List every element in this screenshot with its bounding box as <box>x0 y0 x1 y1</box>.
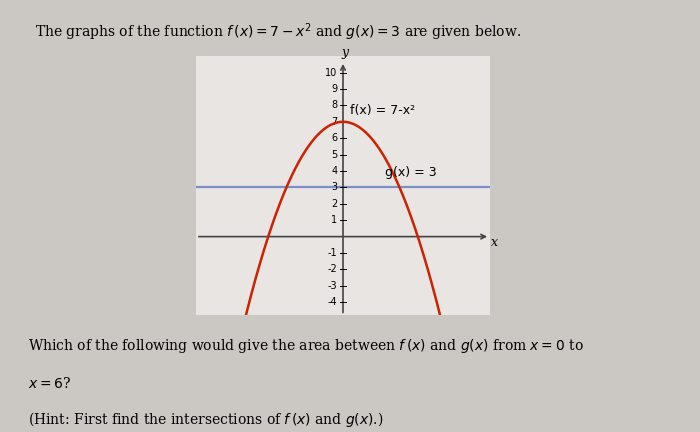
Text: x: x <box>491 236 498 249</box>
Text: $x = 6$?: $x = 6$? <box>28 376 71 391</box>
Text: 7: 7 <box>331 117 337 127</box>
Text: The graphs of the function $f\,(x) = 7 - x^2$ and $g(x) = 3$ are given below.: The graphs of the function $f\,(x) = 7 -… <box>35 22 521 43</box>
Text: g(x) = 3: g(x) = 3 <box>386 166 437 179</box>
Text: 4: 4 <box>331 166 337 176</box>
Text: -1: -1 <box>328 248 337 258</box>
Text: (Hint: First find the intersections of $f\,(x)$ and $g(x)$.): (Hint: First find the intersections of $… <box>28 410 384 429</box>
Text: y: y <box>342 46 349 59</box>
Text: f(x) = 7-x²: f(x) = 7-x² <box>350 104 415 117</box>
Text: 3: 3 <box>331 182 337 192</box>
Text: -4: -4 <box>328 297 337 307</box>
Text: 1: 1 <box>331 215 337 225</box>
Text: 6: 6 <box>331 133 337 143</box>
Text: -3: -3 <box>328 281 337 291</box>
Text: Which of the following would give the area between $f\,(x)$ and $g(x)$ from $x =: Which of the following would give the ar… <box>28 337 584 355</box>
Text: 9: 9 <box>331 84 337 94</box>
Text: 10: 10 <box>325 67 337 78</box>
Text: -2: -2 <box>328 264 337 274</box>
Text: 5: 5 <box>331 149 337 159</box>
Text: 8: 8 <box>331 100 337 110</box>
Text: 2: 2 <box>331 199 337 209</box>
